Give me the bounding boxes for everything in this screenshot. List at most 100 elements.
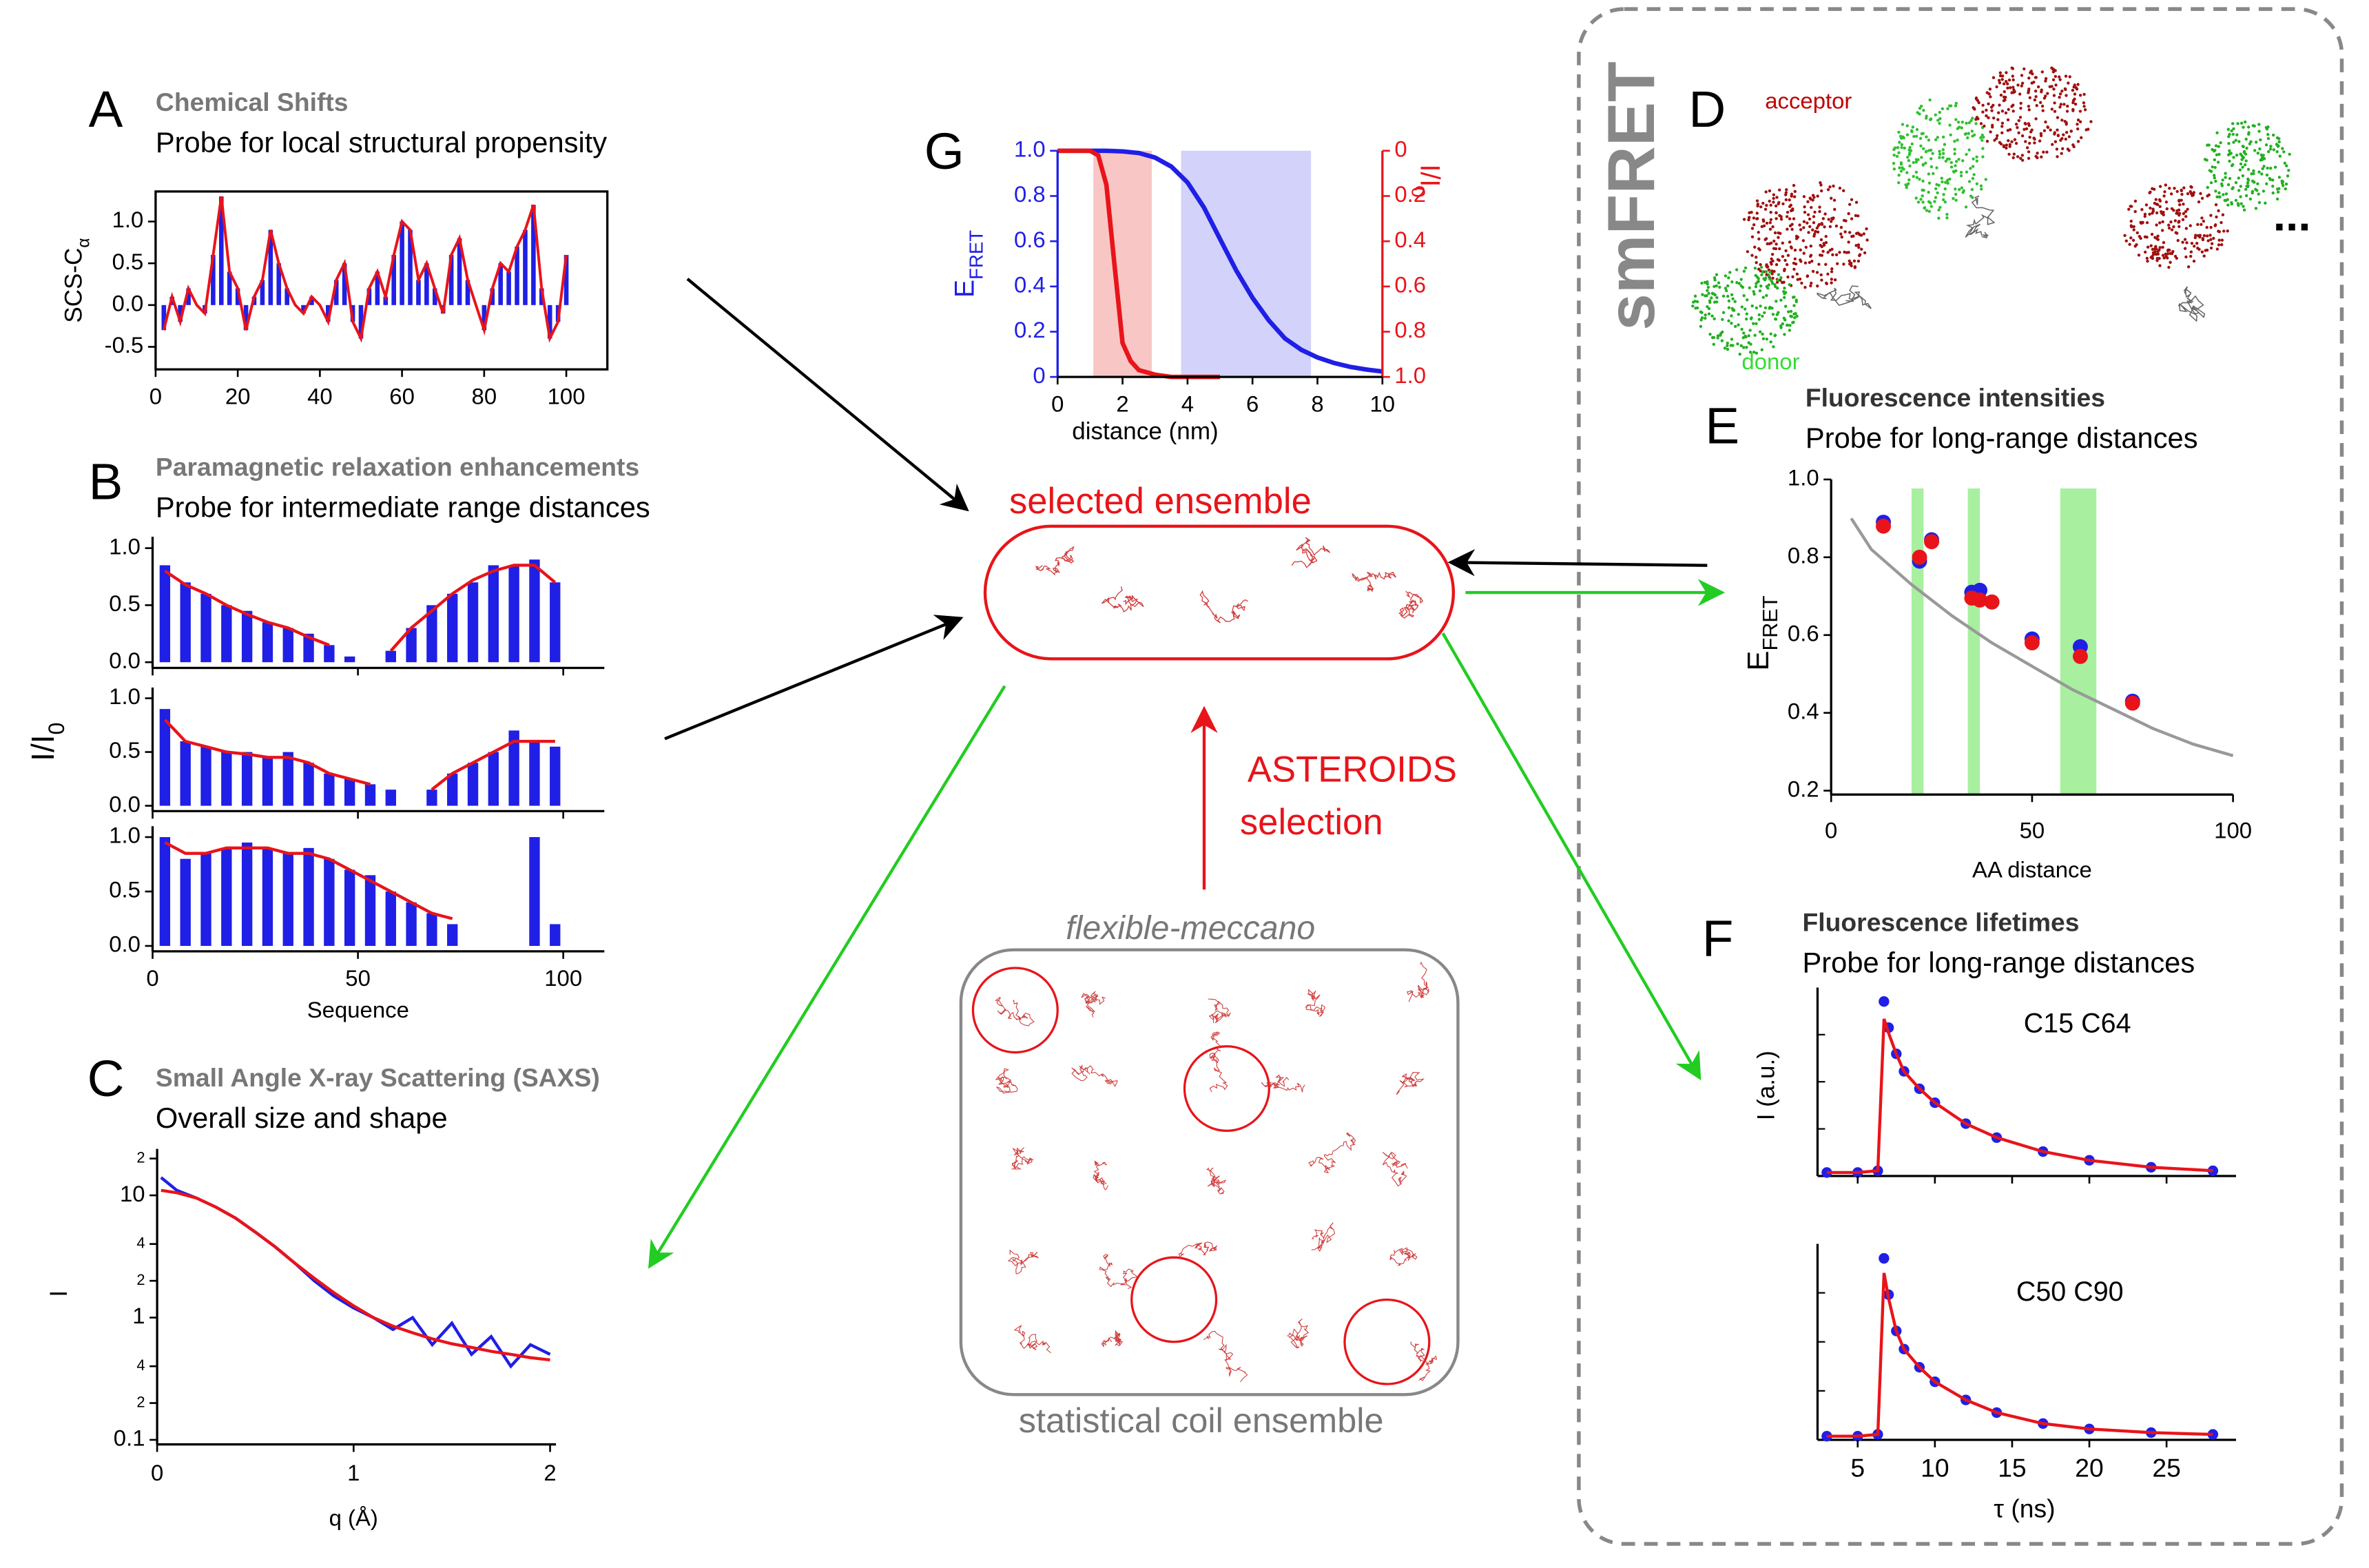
dye-point [2259,138,2262,142]
dye-point [1914,161,1918,164]
dye-point [2053,132,2056,136]
dye-point [2172,225,2175,229]
dye-point [1757,277,1760,280]
bar [550,924,561,947]
bar [301,305,306,313]
dye-point [1956,127,1959,130]
dye-point [2039,134,2043,138]
dye-point [1806,200,1810,204]
dye-point [2184,227,2189,230]
dye-point [2040,104,2045,108]
dye-point [1847,251,1850,254]
dye-point [1850,217,1854,220]
dye-point [2163,190,2166,194]
dye-point [1938,152,1942,156]
dye-point [2192,191,2195,194]
dye-point [1771,276,1775,280]
dye-point [1700,311,1704,314]
dye-point [2242,125,2245,129]
x-tick-label: 10 [1921,1454,1949,1483]
dye-point [2082,92,2086,96]
dye-point [2012,152,2016,156]
dye-point [2245,146,2248,150]
bar [426,790,437,806]
dye-point [2148,212,2151,216]
dye-point [1957,158,1961,161]
bar [303,763,314,806]
dye-point [2247,132,2251,136]
dye-point [1765,221,1769,225]
dye-point [1706,285,1710,289]
dye-point [1954,187,1957,191]
dye-point [2213,176,2217,180]
dye-point [1783,305,1788,308]
x-tick-label: 6 [1246,391,1259,416]
dye-point [2218,195,2222,199]
dye-point [2040,70,2045,74]
dye-point [1863,251,1867,255]
dye-point [2234,198,2238,203]
dye-point [1774,318,1778,321]
dye-point [2246,185,2250,189]
dye-point [1760,273,1763,277]
y-tick-label: 2 [136,1393,145,1410]
dye-point [1972,157,1975,161]
dye-point [2257,123,2261,126]
dye-point [2224,176,2227,179]
dye-point [1786,254,1790,257]
bar [180,582,191,663]
dye-point [1838,251,1841,254]
y-tick-label: 0 [1033,362,1045,388]
dye-point [1987,102,1990,105]
dye-point [1760,348,1763,351]
dye-point [1834,253,1839,257]
dye-point [2259,153,2264,157]
dye-point [1919,104,1923,108]
dye-point [1790,194,1793,198]
dye-point [1726,294,1730,298]
dye-point [1772,196,1775,200]
dye-point [2175,189,2179,194]
bar [488,565,499,663]
x-tick-label: 60 [389,383,415,409]
dye-point [1810,281,1813,285]
dye-point [2237,189,2241,192]
dye-point [2051,143,2054,146]
dye-point [2281,147,2284,150]
dye-point [1730,338,1734,341]
dye-point [1770,257,1773,260]
dye-point [2232,127,2235,131]
dye-point [2285,164,2288,167]
dye-point [2018,116,2023,119]
data-line [162,196,568,343]
dye-point [2000,121,2005,125]
x-tick-label: 80 [472,383,497,409]
dye-point [2197,200,2201,204]
dye-point [1901,166,1904,169]
dye-point [2027,156,2031,160]
dye-point [2229,152,2233,155]
dye-point [1781,255,1785,258]
dye-point [2175,256,2178,260]
bar [159,709,171,806]
bar [385,891,396,947]
dye-point [2038,139,2042,143]
dye-point [2064,137,2068,141]
dye-point [2129,224,2133,227]
dye-point [1793,248,1797,252]
dye-point [1936,191,1939,195]
dye-point [2078,110,2082,113]
dye-point [1792,183,1796,187]
dye-point [1933,200,1936,203]
dye-point [1811,194,1815,197]
dye-point [1941,156,1945,159]
dye-point [1806,221,1809,225]
bar [364,875,376,947]
dye-point [2272,148,2276,152]
dye-point [1958,187,1961,192]
dye-point [2143,250,2147,254]
dye-point [2264,201,2267,205]
dye-point [1781,202,1785,206]
bar [221,752,232,806]
dye-point [2237,176,2240,180]
